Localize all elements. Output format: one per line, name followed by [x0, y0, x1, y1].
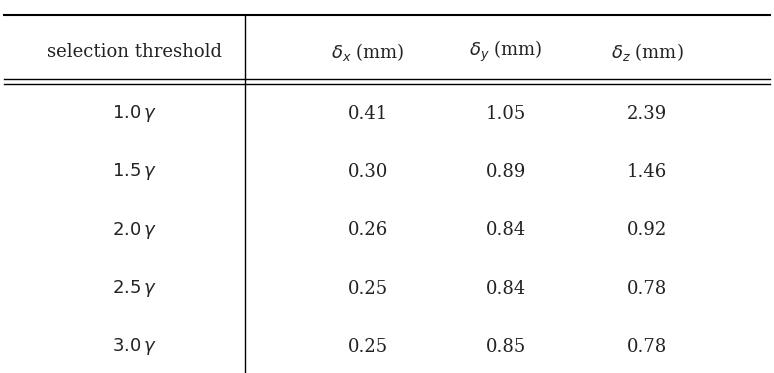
Text: 0.92: 0.92: [627, 221, 667, 239]
Text: $1.5\,\gamma$: $1.5\,\gamma$: [111, 162, 157, 182]
Text: $1.0\,\gamma$: $1.0\,\gamma$: [111, 103, 157, 124]
Text: 0.26: 0.26: [348, 221, 388, 239]
Text: $2.0\,\gamma$: $2.0\,\gamma$: [111, 220, 157, 241]
Text: 0.41: 0.41: [348, 104, 388, 123]
Text: $\delta_z$ (mm): $\delta_z$ (mm): [611, 41, 683, 63]
Text: $\delta_x$ (mm): $\delta_x$ (mm): [331, 41, 405, 63]
Text: 0.89: 0.89: [485, 163, 526, 181]
Text: $2.5\,\gamma$: $2.5\,\gamma$: [111, 278, 157, 299]
Text: $3.0\,\gamma$: $3.0\,\gamma$: [111, 336, 157, 357]
Text: 0.85: 0.85: [485, 338, 526, 356]
Text: 0.30: 0.30: [348, 163, 388, 181]
Text: selection threshold: selection threshold: [47, 43, 222, 60]
Text: 0.84: 0.84: [485, 221, 526, 239]
Text: 0.78: 0.78: [627, 338, 667, 356]
Text: 0.25: 0.25: [348, 280, 388, 298]
Text: 0.84: 0.84: [485, 280, 526, 298]
Text: 0.78: 0.78: [627, 280, 667, 298]
Text: 1.05: 1.05: [485, 104, 526, 123]
Text: $\delta_y$ (mm): $\delta_y$ (mm): [469, 39, 543, 64]
Text: 1.46: 1.46: [627, 163, 667, 181]
Text: 2.39: 2.39: [627, 104, 667, 123]
Text: 0.25: 0.25: [348, 338, 388, 356]
